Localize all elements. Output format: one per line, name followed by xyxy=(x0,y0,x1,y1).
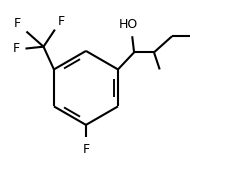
Text: F: F xyxy=(13,42,20,55)
Text: F: F xyxy=(82,142,90,155)
Text: F: F xyxy=(58,15,65,28)
Text: F: F xyxy=(14,17,21,30)
Text: HO: HO xyxy=(119,18,138,31)
